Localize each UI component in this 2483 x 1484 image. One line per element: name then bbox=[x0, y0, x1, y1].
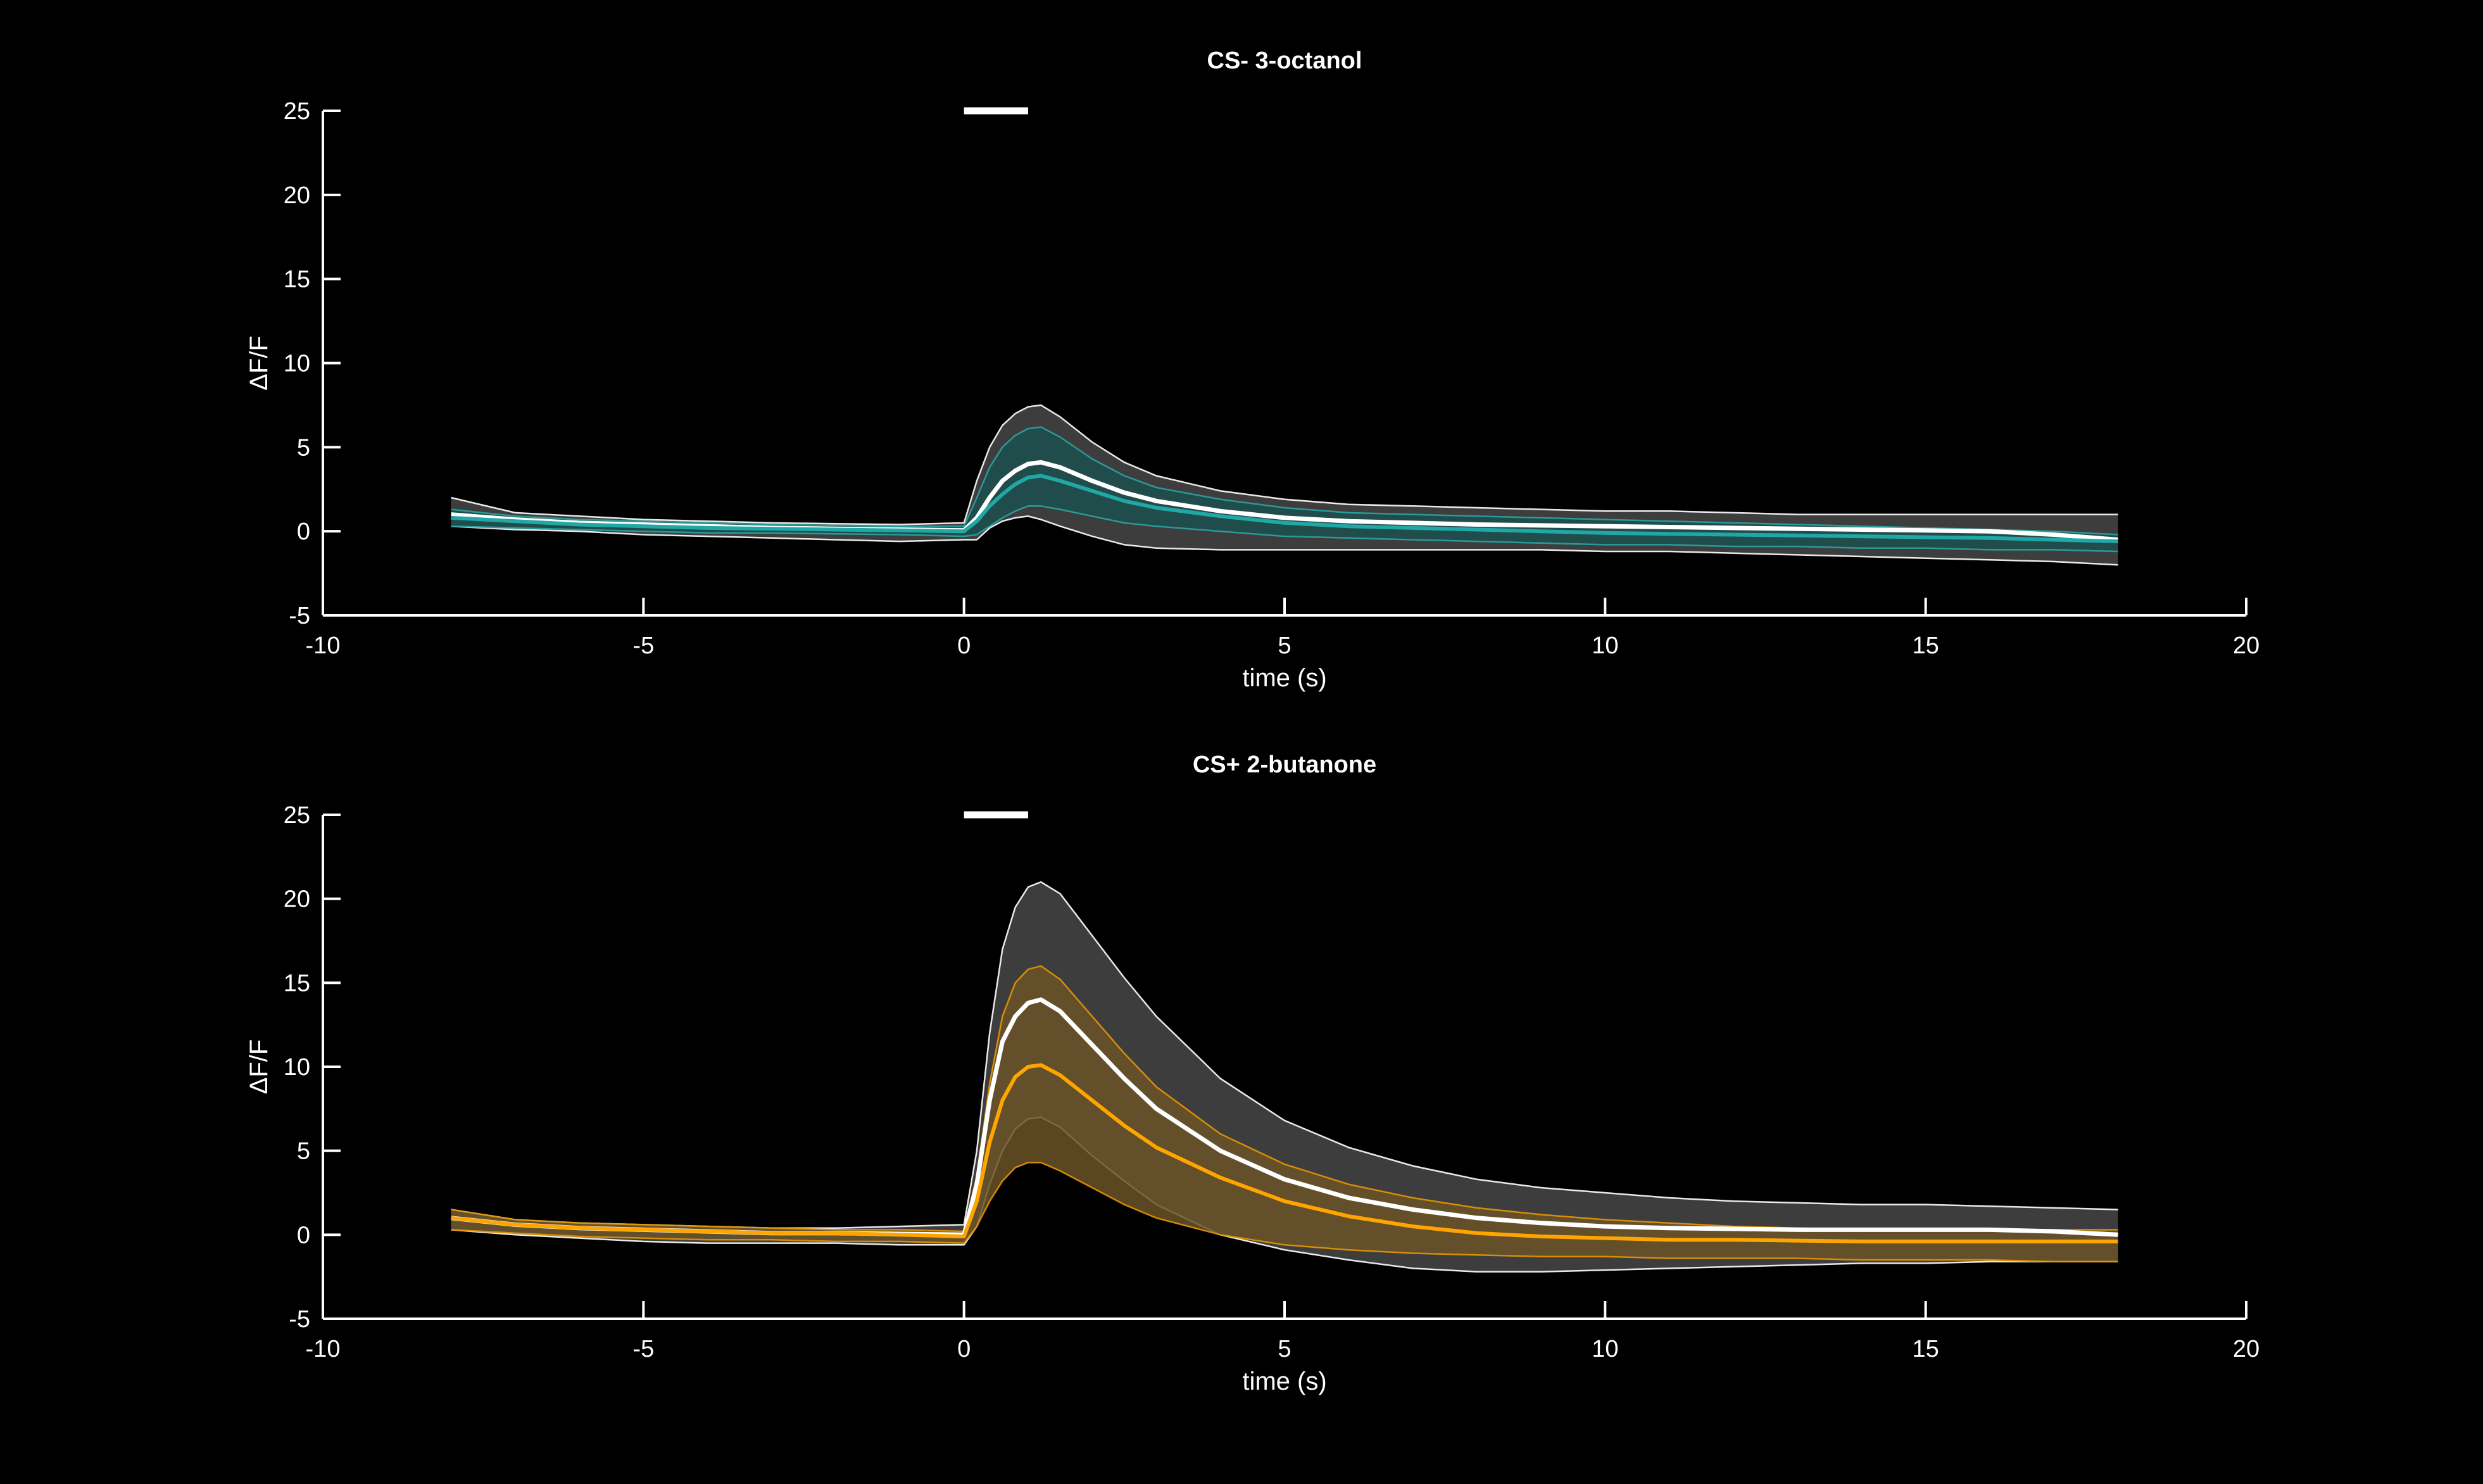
x-tick-label: -5 bbox=[632, 632, 654, 659]
y-tick-label: 20 bbox=[284, 182, 310, 209]
y-tick-label: 15 bbox=[284, 970, 310, 997]
series-band-lower-edge-0 bbox=[451, 515, 2118, 566]
chart-title: CS- 3-octanol bbox=[1207, 47, 1362, 74]
y-tick-label: 20 bbox=[284, 886, 310, 913]
y-axis-label: ΔF/F bbox=[245, 1040, 273, 1095]
chart-panel-1: -10 -5 0 5 10 15 20 -5 0 5 10 15 20 25 CS+ 2-butanone t… bbox=[245, 751, 2260, 1395]
y-axis-label: ΔF/F bbox=[245, 336, 273, 391]
series-mean-line-1 bbox=[451, 1063, 2118, 1243]
series-band-lower-edge-1 bbox=[451, 1161, 2118, 1263]
y-tick-label: 5 bbox=[297, 1138, 310, 1165]
x-tick-label: 15 bbox=[1913, 1336, 1939, 1362]
y-tick-label: -5 bbox=[289, 603, 310, 629]
y-tick-label: 10 bbox=[284, 351, 310, 377]
y-tick-label: 25 bbox=[284, 98, 310, 125]
x-axis-label: time (s) bbox=[1242, 1368, 1326, 1395]
x-tick-label: -10 bbox=[306, 1336, 341, 1362]
series-band-upper-edge-1 bbox=[451, 426, 2118, 536]
y-tick-label: 10 bbox=[284, 1054, 310, 1081]
x-tick-label: 15 bbox=[1913, 632, 1939, 659]
chart-panel-0: -10 -5 0 5 10 15 20 -5 0 5 10 15 20 25 CS- 3-octanol ti… bbox=[245, 47, 2260, 692]
y-tick-label: 0 bbox=[297, 519, 310, 545]
x-tick-label: 10 bbox=[1592, 632, 1618, 659]
x-tick-label: -10 bbox=[306, 632, 341, 659]
y-tick-label: 0 bbox=[297, 1222, 310, 1248]
y-tick-label: 15 bbox=[284, 267, 310, 293]
x-tick-label: 0 bbox=[957, 632, 971, 659]
y-tick-label: 5 bbox=[297, 434, 310, 461]
series-band-lower-edge-1 bbox=[451, 505, 2118, 553]
series-band-upper-edge-0 bbox=[451, 404, 2118, 525]
x-tick-label: 20 bbox=[2233, 632, 2260, 659]
chart-title: CS+ 2-butanone bbox=[1193, 751, 1376, 778]
x-tick-label: 0 bbox=[957, 1336, 971, 1362]
x-axis-label: time (s) bbox=[1242, 664, 1326, 692]
x-tick-label: 5 bbox=[1278, 1336, 1291, 1362]
x-tick-label: 20 bbox=[2233, 1336, 2260, 1362]
x-tick-label: -5 bbox=[632, 1336, 654, 1362]
y-tick-label: 25 bbox=[284, 802, 310, 829]
x-tick-label: 10 bbox=[1592, 1336, 1618, 1362]
y-tick-label: -5 bbox=[289, 1306, 310, 1333]
x-tick-label: 5 bbox=[1278, 632, 1291, 659]
series-band-upper-edge-0 bbox=[451, 881, 2118, 1229]
series-mean-line-1 bbox=[451, 474, 2118, 544]
